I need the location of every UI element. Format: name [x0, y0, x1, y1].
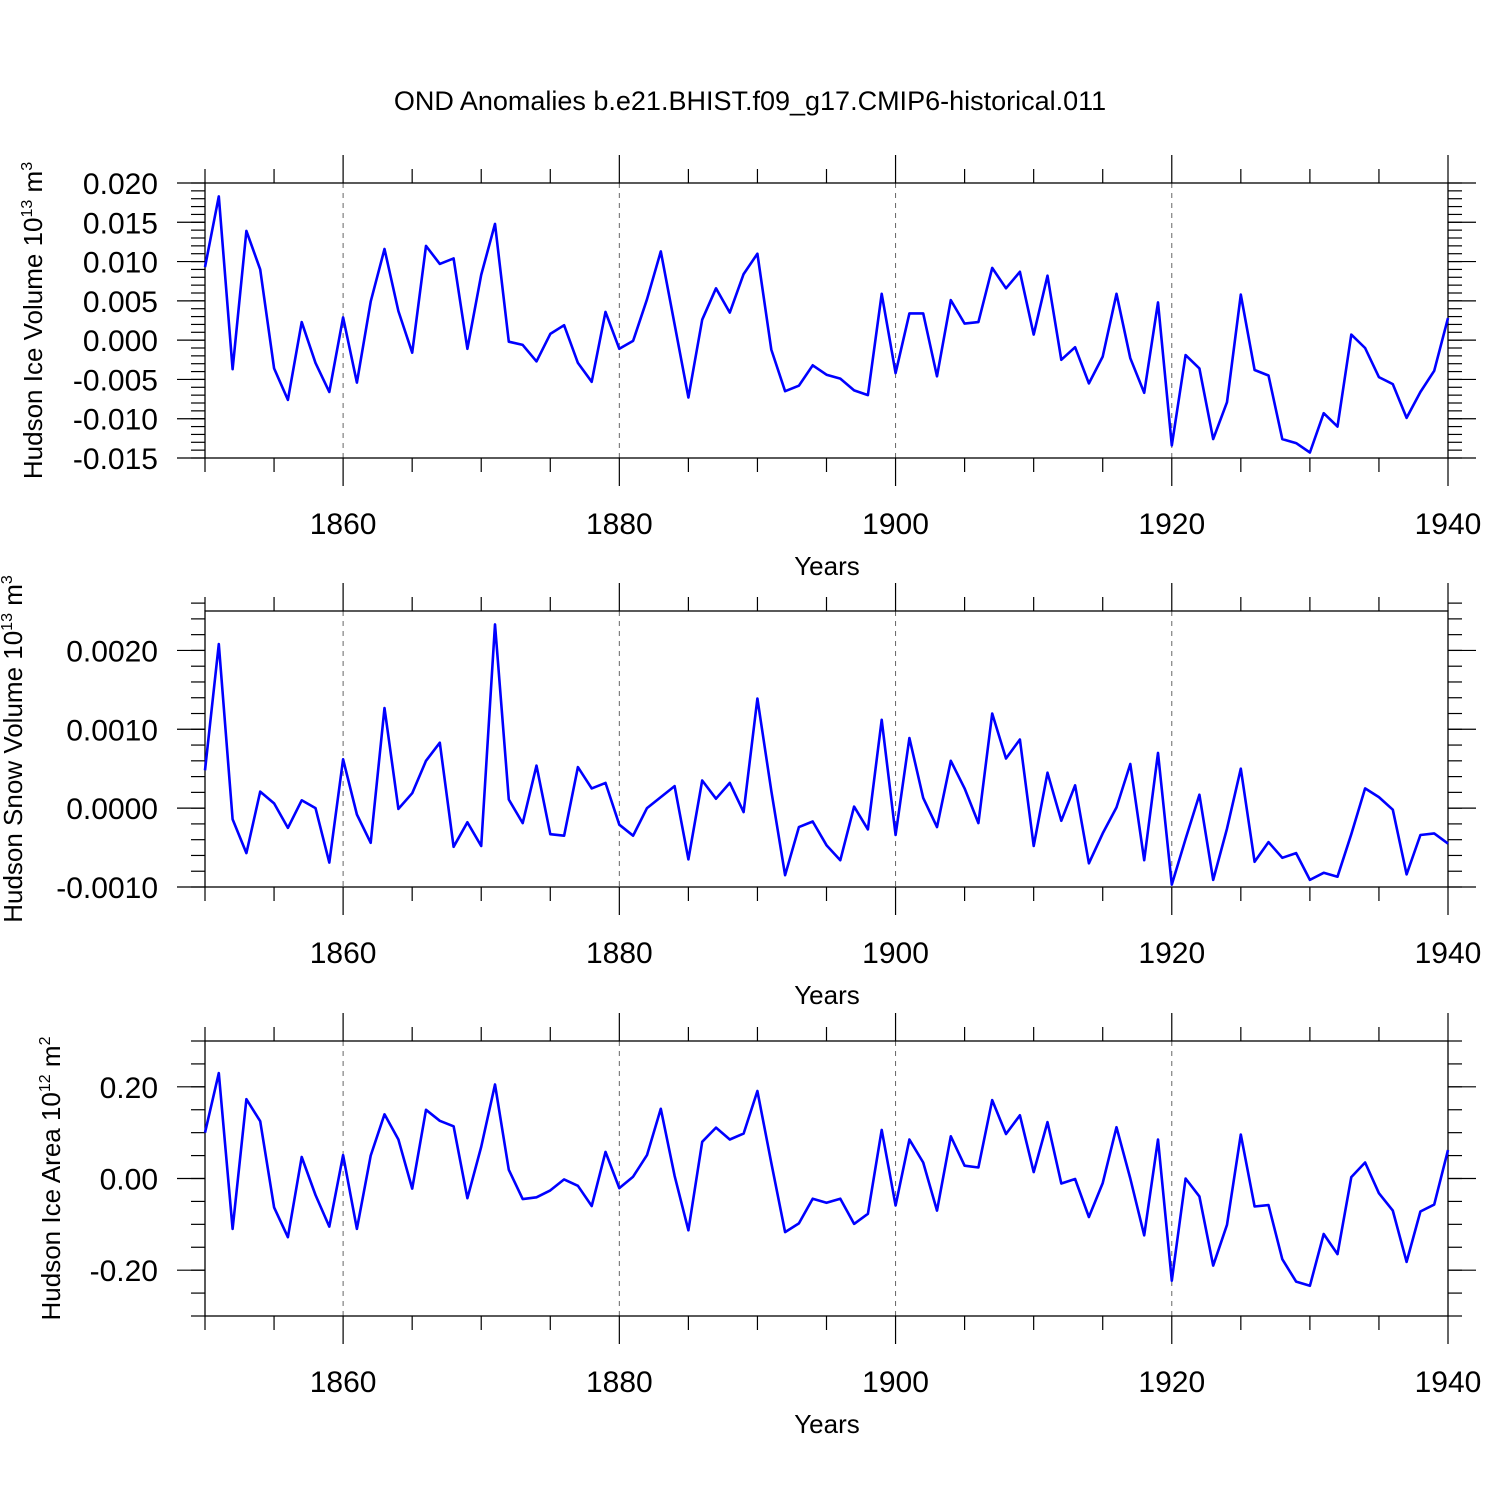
y-tick-label: -0.015 — [73, 443, 158, 476]
y-tick-label: 0.000 — [83, 325, 158, 358]
y-tick-label: 0.005 — [83, 286, 158, 319]
y-tick-label: 0.0010 — [66, 714, 158, 747]
chart-title: OND Anomalies b.e21.BHIST.f09_g17.CMIP6-… — [394, 86, 1106, 116]
y-tick-label: 0.0000 — [66, 793, 158, 826]
x-tick-label: 1920 — [1138, 937, 1205, 970]
y-axis-title-unit: m — [36, 1045, 66, 1074]
x-axis-title: Years — [794, 980, 860, 1010]
y-axis-title-unit: m — [0, 584, 28, 613]
y-tick-label: -0.0010 — [56, 872, 158, 905]
x-tick-label: 1920 — [1138, 1366, 1205, 1399]
y-tick-label: 0.20 — [100, 1072, 158, 1105]
panel-ice-volume: 1860 1880 1900 1920 1940 Years -0.015 -0.010 -0.… — [18, 155, 1481, 581]
series-line-ice-area — [203, 1071, 1450, 1288]
x-tick-label: 1880 — [586, 937, 653, 970]
y-axis-title: Hudson Snow Volume 1013 m3 — [0, 575, 28, 923]
y-axis-title-unit-exponent: 3 — [19, 162, 36, 171]
x-tick-label: 1900 — [862, 937, 929, 970]
y-tick-label: -0.005 — [73, 364, 158, 397]
y-axis-title-base: Hudson Snow Volume 10 — [0, 631, 28, 923]
y-tick-label: 0.00 — [100, 1164, 158, 1197]
x-tick-label: 1900 — [862, 1366, 929, 1399]
x-axis-title: Years — [794, 1409, 860, 1439]
x-tick-label: 1880 — [586, 1366, 653, 1399]
y-axis-title-base: Hudson Ice Area 10 — [36, 1092, 66, 1320]
chart-panels: 1860 1880 1900 1920 1940 Years -0.015 -0.010 -0.… — [0, 155, 1481, 1439]
y-axis-title-base: Hudson Ice Volume 10 — [18, 217, 48, 479]
x-tick-label: 1880 — [586, 508, 653, 541]
x-tick-label: 1860 — [310, 937, 377, 970]
y-axis-title-unit-exponent: 2 — [37, 1036, 54, 1045]
y-tick-label: 0.0020 — [66, 635, 158, 668]
y-tick-label: 0.010 — [83, 247, 158, 280]
x-tick-label: 1940 — [1415, 508, 1482, 541]
y-axis-title-exponent: 13 — [19, 200, 36, 218]
series-line-snow-volume — [203, 623, 1449, 886]
y-axis-title-unit: m — [18, 171, 48, 200]
y-tick-label: 0.015 — [83, 207, 158, 240]
y-axis-title: Hudson Ice Area 1012 m2 — [36, 1036, 66, 1320]
y-tick-label: -0.010 — [73, 404, 158, 437]
x-tick-label: 1860 — [310, 1366, 377, 1399]
y-axis-title-unit-exponent: 3 — [0, 575, 16, 584]
y-tick-label: -0.20 — [90, 1255, 158, 1288]
panel-snow-volume: 1860 1880 1900 1920 1940 Years -0.0010 0.0000 0.… — [0, 575, 1481, 1010]
x-tick-label: 1940 — [1415, 1366, 1482, 1399]
x-tick-label: 1940 — [1415, 937, 1482, 970]
x-axis-title: Years — [794, 551, 860, 581]
x-tick-label: 1900 — [862, 508, 929, 541]
plot-frame — [204, 182, 1449, 459]
panel-ice-area: 1860 1880 1900 1920 1940 Years -0.20 0.00 0.20 Hu… — [36, 1013, 1481, 1439]
x-tick-label: 1920 — [1138, 508, 1205, 541]
series-line-ice-volume — [203, 195, 1450, 454]
plot-frame — [204, 1040, 1449, 1317]
y-axis-title: Hudson Ice Volume 1013 m3 — [18, 162, 48, 479]
y-axis-title-exponent: 13 — [0, 613, 16, 631]
x-tick-label: 1860 — [310, 508, 377, 541]
y-tick-label: 0.020 — [83, 168, 158, 201]
y-axis-title-exponent: 12 — [37, 1074, 54, 1092]
